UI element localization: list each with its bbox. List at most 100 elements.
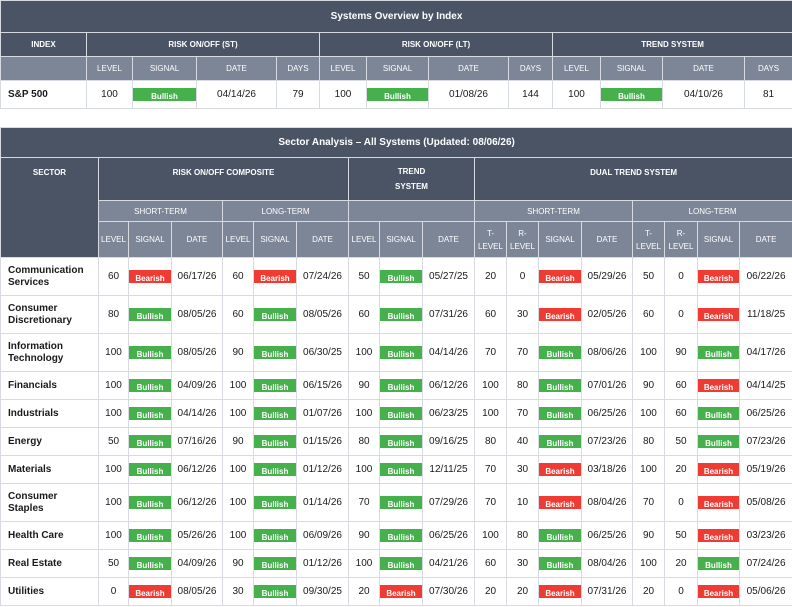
col-header-trend: TREND SYSTEM bbox=[551, 32, 792, 57]
table-row: Materials 100 Bullish 06/12/26 100 Bullish 01/… bbox=[0, 455, 792, 484]
dual-lt-signal-badge: Bearish bbox=[698, 496, 739, 509]
trend-signal-cell: Bullish bbox=[379, 257, 423, 296]
dual-lt-t-level: 80 bbox=[632, 427, 665, 456]
sub-header-level: LEVEL bbox=[552, 56, 601, 81]
trend-signal-badge: Bullish bbox=[380, 435, 422, 448]
dual-st-t-level: 60 bbox=[474, 295, 507, 334]
dual-lt-r-level: 60 bbox=[664, 371, 698, 400]
composite-st-signal-badge: Bullish bbox=[129, 529, 171, 542]
composite-st-date: 04/09/26 bbox=[171, 549, 223, 578]
sub-header-date: DATE bbox=[738, 221, 792, 258]
trend-date: 05/27/25 bbox=[422, 257, 475, 296]
composite-st-date: 04/09/26 bbox=[171, 371, 223, 400]
trend-signal-cell: Bullish bbox=[379, 333, 423, 372]
dual-lt-date: 06/22/26 bbox=[738, 257, 792, 296]
composite-st-signal-badge: Bullish bbox=[129, 379, 171, 392]
trend-date: 04/21/26 bbox=[422, 549, 475, 578]
trend-level: 90 bbox=[348, 521, 380, 550]
sub-header-signal: SIGNAL bbox=[379, 221, 423, 258]
dual-st-signal-cell: Bearish bbox=[538, 577, 582, 606]
dual-st-t-level: 20 bbox=[474, 577, 507, 606]
col-header-trend-system: TREND SYSTEM bbox=[348, 157, 475, 201]
composite-lt-level: 90 bbox=[222, 427, 254, 456]
index-overview-title: Systems Overview by Index bbox=[0, 0, 792, 33]
sub-header-date: DATE bbox=[428, 56, 509, 81]
composite-lt-level: 60 bbox=[222, 295, 254, 334]
sub-header-signal: SIGNAL bbox=[600, 56, 663, 81]
composite-st-signal-cell: Bullish bbox=[128, 371, 172, 400]
sector-analysis-title: Sector Analysis – All Systems (Updated: … bbox=[0, 127, 792, 158]
dual-st-t-level: 70 bbox=[474, 483, 507, 522]
trend-date: 04/14/26 bbox=[422, 333, 475, 372]
dual-st-signal-cell: Bullish bbox=[538, 521, 582, 550]
r-level-line2: LEVEL bbox=[668, 241, 694, 251]
composite-st-date: 06/12/26 bbox=[171, 455, 223, 484]
trend-signal-cell: Bullish bbox=[379, 483, 423, 522]
dual-st-signal-badge: Bearish bbox=[539, 270, 581, 283]
sector-name: Communication Services bbox=[0, 257, 99, 296]
dual-lt-r-level: 0 bbox=[664, 257, 698, 296]
table-row: Consumer Staples 100 Bullish 06/12/26 100 Bull… bbox=[0, 483, 792, 522]
trend-days: 81 bbox=[743, 80, 792, 109]
composite-lt-date: 06/09/26 bbox=[296, 521, 349, 550]
dual-lt-signal-cell: Bearish bbox=[697, 577, 740, 606]
dual-lt-signal-badge: Bearish bbox=[698, 463, 739, 476]
r-level-line1: R- bbox=[676, 228, 686, 238]
index-overview-table: Systems Overview by Index INDEX RISK ON/… bbox=[0, 0, 792, 109]
sector-analysis-table: Sector Analysis – All Systems (Updated: … bbox=[0, 127, 792, 606]
t-level-line2: LEVEL bbox=[636, 241, 661, 251]
trend-signal-cell: Bullish bbox=[379, 399, 423, 428]
composite-lt-signal-badge: Bullish bbox=[254, 463, 296, 476]
composite-lt-signal-cell: Bullish bbox=[253, 399, 297, 428]
dual-lt-signal-cell: Bearish bbox=[697, 295, 740, 334]
dual-lt-date: 07/24/26 bbox=[738, 549, 792, 578]
sub-header-date: DATE bbox=[581, 221, 633, 258]
dual-st-r-level: 30 bbox=[506, 549, 539, 578]
sector-name-line: Health Care bbox=[8, 529, 64, 541]
dual-lt-signal-cell: Bearish bbox=[697, 521, 740, 550]
sub-header-signal: SIGNAL bbox=[366, 56, 429, 81]
st-signal-cell: Bullish bbox=[132, 80, 197, 109]
dual-st-date: 08/04/26 bbox=[581, 549, 633, 578]
composite-st-level: 50 bbox=[98, 427, 129, 456]
composite-st-signal-cell: Bullish bbox=[128, 549, 172, 578]
composite-st-signal-cell: Bullish bbox=[128, 483, 172, 522]
dual-st-date: 06/25/26 bbox=[581, 399, 633, 428]
dual-lt-signal-cell: Bullish bbox=[697, 549, 740, 578]
dual-st-signal-cell: Bullish bbox=[538, 399, 582, 428]
composite-lt-level: 100 bbox=[222, 483, 254, 522]
trend-signal-cell: Bullish bbox=[379, 371, 423, 400]
sector-name-line: Real Estate bbox=[8, 557, 62, 569]
trend-signal-cell: Bearish bbox=[379, 577, 423, 606]
composite-lt-date: 01/12/26 bbox=[296, 455, 349, 484]
dual-st-date: 05/29/26 bbox=[581, 257, 633, 296]
sub-header-level: LEVEL bbox=[222, 221, 254, 258]
composite-lt-level: 100 bbox=[222, 521, 254, 550]
dual-lt-date: 04/14/25 bbox=[738, 371, 792, 400]
composite-st-signal-cell: Bullish bbox=[128, 333, 172, 372]
trend-signal-cell: Bullish bbox=[600, 80, 663, 109]
trend-date: 06/25/26 bbox=[422, 521, 475, 550]
dual-st-signal-badge: Bearish bbox=[539, 585, 581, 598]
sector-name: Real Estate bbox=[0, 549, 99, 578]
dual-st-t-level: 100 bbox=[474, 371, 507, 400]
composite-lt-signal-badge: Bullish bbox=[254, 529, 296, 542]
dual-lt-signal-badge: Bearish bbox=[698, 529, 739, 542]
dual-lt-date: 07/23/26 bbox=[738, 427, 792, 456]
trend-signal-cell: Bullish bbox=[379, 427, 423, 456]
composite-st-signal-cell: Bullish bbox=[128, 295, 172, 334]
dual-lt-signal-badge: Bearish bbox=[698, 585, 739, 598]
dual-st-date: 02/05/26 bbox=[581, 295, 633, 334]
composite-st-signal-badge: Bullish bbox=[129, 435, 171, 448]
dual-st-signal-cell: Bullish bbox=[538, 427, 582, 456]
table-row: Energy 50 Bullish 07/16/26 90 Bullish 01/15/26… bbox=[0, 427, 792, 456]
sub-header-date: DATE bbox=[422, 221, 475, 258]
composite-lt-signal-badge: Bullish bbox=[254, 346, 296, 359]
st-days: 79 bbox=[276, 80, 320, 109]
sector-rows: Communication Services 60 Bearish 06/17/26 60… bbox=[0, 257, 792, 606]
dual-lt-signal-cell: Bullish bbox=[697, 427, 740, 456]
composite-lt-date: 01/15/26 bbox=[296, 427, 349, 456]
composite-lt-date: 06/30/25 bbox=[296, 333, 349, 372]
composite-lt-date: 07/24/26 bbox=[296, 257, 349, 296]
dual-lt-r-level: 0 bbox=[664, 483, 698, 522]
